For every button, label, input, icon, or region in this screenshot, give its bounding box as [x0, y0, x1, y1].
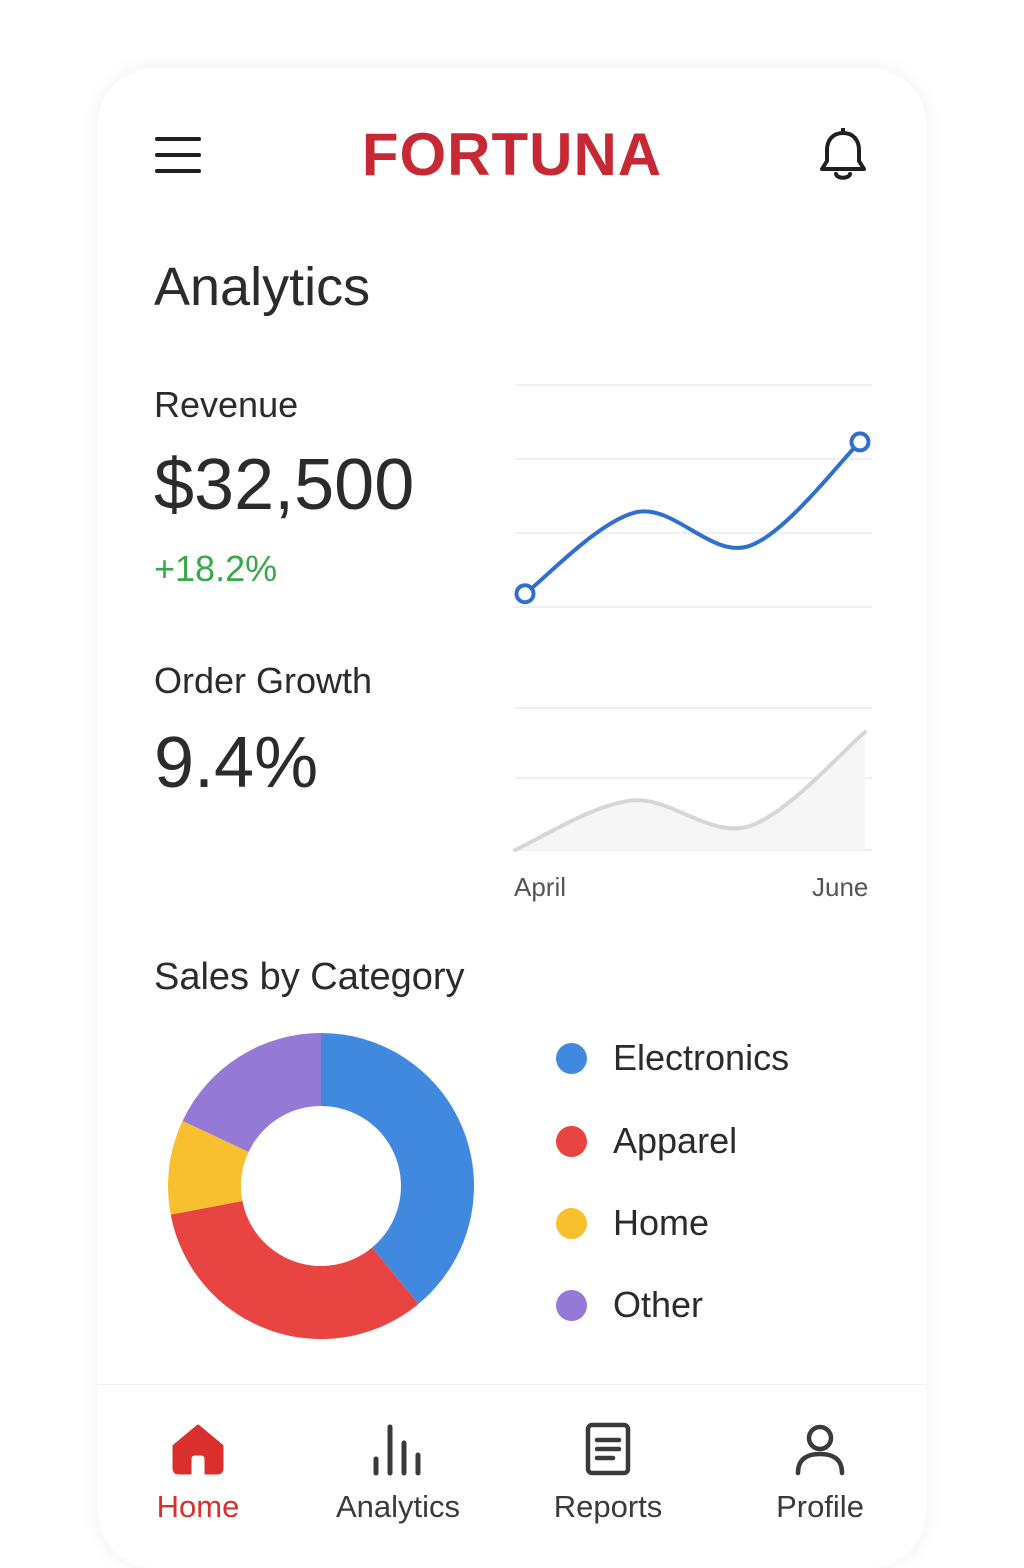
- x-tick-start: April: [514, 872, 567, 902]
- legend-label-apparel: Apparel: [613, 1120, 738, 1161]
- user-icon: [792, 1421, 848, 1477]
- nav-label-reports: Reports: [553, 1489, 663, 1524]
- revenue-line-chart: [514, 384, 872, 608]
- legend-item-home: Home: [556, 1195, 876, 1251]
- legend-dot-electronics: [556, 1042, 587, 1074]
- order-growth-label: Order Growth: [154, 660, 373, 701]
- revenue-value: $32,500: [154, 445, 415, 525]
- bar-chart-icon: [370, 1421, 426, 1477]
- category-donut-chart: [168, 1033, 474, 1339]
- legend-item-electronics: Electronics: [556, 1030, 876, 1086]
- legend-label-other: Other: [613, 1284, 704, 1325]
- page-title: Analytics: [154, 257, 371, 317]
- revenue-series-line: [523, 439, 862, 596]
- revenue-label: Revenue: [154, 384, 299, 425]
- bottom-navigation: Home Analytics: [98, 1384, 926, 1536]
- legend-label-home: Home: [613, 1202, 710, 1243]
- legend-dot-other: [556, 1289, 587, 1321]
- legend-item-apparel: Apparel: [556, 1113, 876, 1169]
- orders-series-line: [513, 730, 867, 852]
- donut-slice-apparel: [170, 1200, 419, 1339]
- orders-area-fill: [515, 732, 865, 850]
- donut-slice-electronics: [321, 1033, 474, 1304]
- revenue-point-start: [514, 583, 536, 605]
- donut-slice-other: [182, 1033, 321, 1152]
- nav-item-profile[interactable]: Profile: [720, 1385, 920, 1537]
- legend-item-other: Other: [556, 1277, 876, 1333]
- nav-item-analytics[interactable]: Analytics: [298, 1385, 498, 1537]
- legend-dot-apparel: [556, 1125, 587, 1157]
- nav-item-reports[interactable]: Reports: [508, 1385, 708, 1537]
- legend-dot-home: [556, 1207, 587, 1239]
- revenue-change: +18.2%: [154, 548, 278, 589]
- x-tick-end: June: [812, 872, 869, 902]
- brand-logo: FORTUNA: [361, 121, 663, 188]
- revenue-point-end: [849, 431, 871, 453]
- home-icon: [170, 1421, 226, 1477]
- sales-by-category-title: Sales by Category: [154, 956, 465, 998]
- nav-label-profile: Profile: [776, 1489, 864, 1524]
- nav-item-home[interactable]: Home: [98, 1385, 298, 1537]
- donut-slice-home: [168, 1120, 249, 1215]
- nav-label-home: Home: [156, 1489, 240, 1524]
- legend-label-electronics: Electronics: [613, 1037, 790, 1078]
- hamburger-menu-icon[interactable]: [155, 135, 201, 175]
- bell-icon[interactable]: [818, 127, 868, 184]
- document-icon: [580, 1421, 636, 1477]
- order-growth-value: 9.4%: [154, 723, 319, 803]
- order-growth-area-chart: [513, 707, 872, 852]
- nav-label-analytics: Analytics: [335, 1489, 461, 1524]
